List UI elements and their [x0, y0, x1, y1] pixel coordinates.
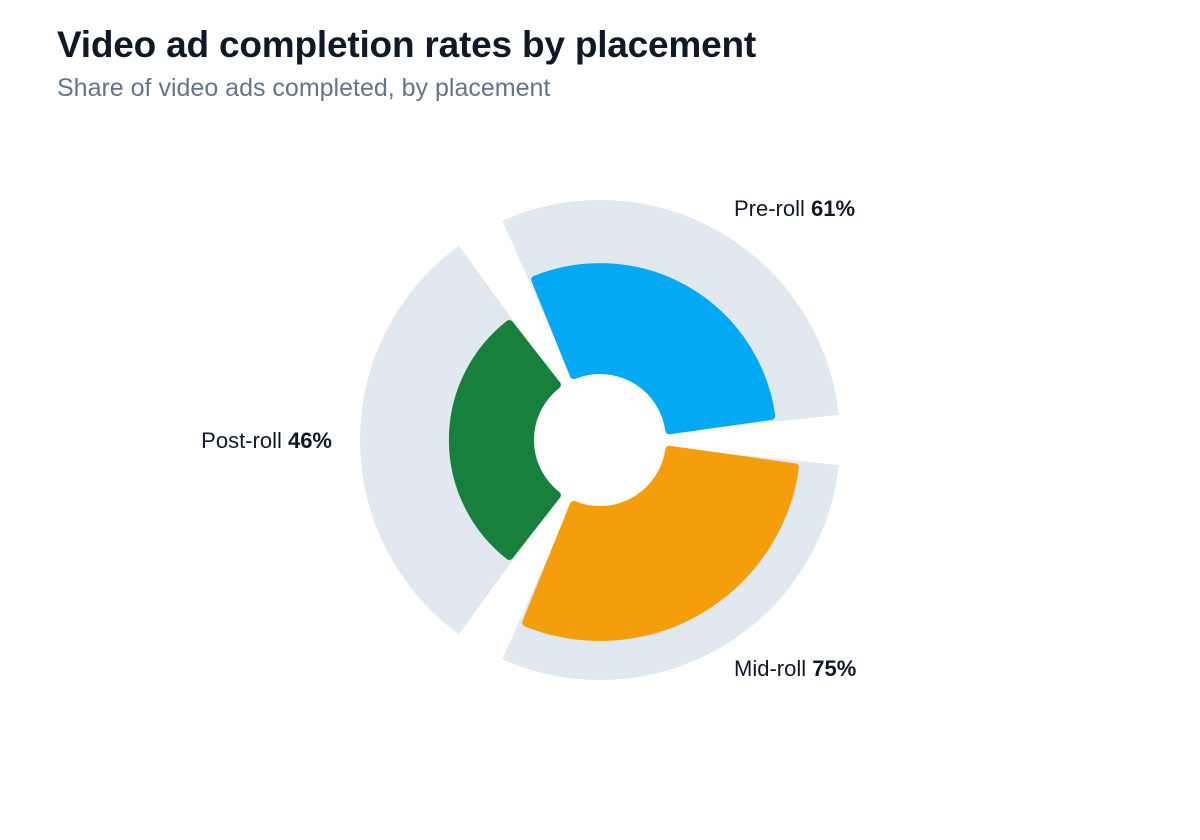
category-label: Mid-roll: [734, 656, 812, 681]
chart-title: Video ad completion rates by placement: [57, 24, 757, 65]
bar-post-roll[interactable]: [448, 320, 561, 560]
value-label: 46%: [288, 428, 332, 453]
label-mid-roll: Mid-roll 75%: [734, 656, 856, 681]
label-pre-roll: Pre-roll 61%: [734, 196, 855, 221]
chart-subtitle: Share of video ads completed, by placeme…: [57, 74, 551, 102]
bar-pre-roll[interactable]: [531, 263, 776, 435]
value-label: 61%: [811, 196, 855, 221]
label-post-roll: Post-roll 46%: [201, 428, 332, 453]
category-label: Post-roll: [201, 428, 288, 453]
value-label: 75%: [812, 656, 856, 681]
bar-mid-roll[interactable]: [522, 445, 800, 641]
category-label: Pre-roll: [734, 196, 811, 221]
